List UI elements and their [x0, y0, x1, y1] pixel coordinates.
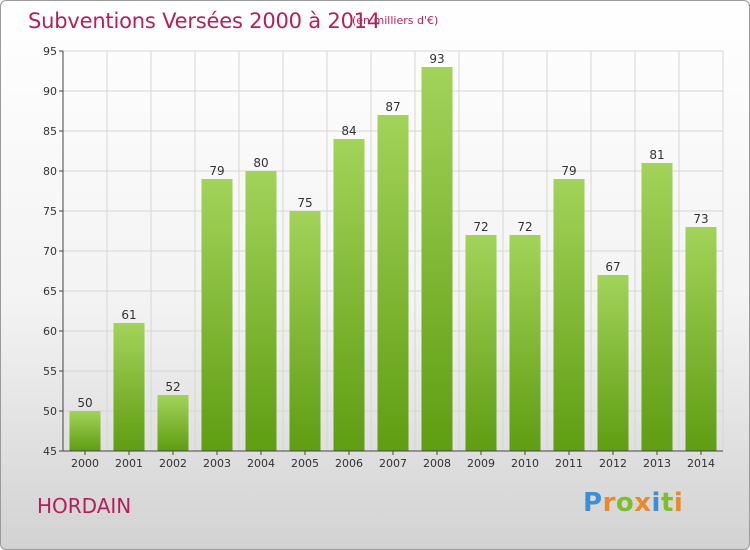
axes [59, 50, 723, 455]
bar [245, 171, 277, 451]
x-tick-label: 2011 [555, 457, 583, 470]
proxiti-logo[interactable]: Proxiti [583, 488, 683, 518]
y-tick-label: 60 [43, 325, 57, 338]
bar-value-label: 73 [693, 212, 708, 226]
bar-value-label: 79 [561, 164, 576, 178]
x-tick-label: 2007 [379, 457, 407, 470]
y-tick-label: 65 [43, 285, 57, 298]
x-tick-label: 2001 [115, 457, 143, 470]
logo-letter: o [615, 488, 635, 518]
x-tick-label: 2010 [511, 457, 539, 470]
y-tick-label: 90 [43, 85, 57, 98]
bar [289, 211, 321, 451]
bar-value-label: 84 [341, 124, 356, 138]
y-tick-label: 75 [43, 205, 57, 218]
bar-value-label: 67 [605, 260, 620, 274]
logo-letter: t [660, 488, 674, 518]
bar [377, 115, 409, 451]
y-tick-label: 45 [43, 445, 57, 458]
unit-note: (en milliers d'€) [352, 14, 439, 27]
logo-letter: i [673, 488, 684, 518]
x-tick-label: 2003 [203, 457, 231, 470]
labels: 45 50 55 60 65 70 75 80 85 90 95 50 2000 61 2001 52 2002… [43, 45, 715, 470]
y-tick-label: 95 [43, 45, 57, 58]
x-tick-label: 2000 [71, 457, 99, 470]
logo-letter: P [583, 488, 603, 518]
bar-value-label: 72 [517, 220, 532, 234]
bar-value-label: 79 [209, 164, 224, 178]
x-tick-label: 2006 [335, 457, 363, 470]
logo-letter: i [651, 488, 661, 518]
y-tick-label: 55 [43, 365, 57, 378]
bar-value-label: 80 [253, 156, 268, 170]
bar-value-label: 52 [165, 380, 180, 394]
y-tick-label: 50 [43, 405, 57, 418]
x-tick-label: 2002 [159, 457, 187, 470]
x-tick-label: 2008 [423, 457, 451, 470]
bar [641, 163, 673, 451]
bar-value-label: 50 [77, 396, 92, 410]
x-tick-label: 2005 [291, 457, 319, 470]
bar-value-label: 87 [385, 100, 400, 114]
bar [201, 179, 233, 451]
bar [685, 227, 717, 451]
bar-value-label: 75 [297, 196, 312, 210]
bar-value-label: 61 [121, 308, 136, 322]
x-tick-label: 2009 [467, 457, 495, 470]
bars [69, 67, 717, 451]
bar [597, 275, 629, 451]
x-tick-label: 2004 [247, 457, 275, 470]
bar-value-label: 93 [429, 52, 444, 66]
bar-value-label: 81 [649, 148, 664, 162]
bar [333, 139, 365, 451]
bar [113, 323, 145, 451]
x-tick-label: 2012 [599, 457, 627, 470]
bar-value-label: 72 [473, 220, 488, 234]
chart-title: Subventions Versées 2000 à 2014 [28, 9, 381, 33]
y-tick-label: 85 [43, 125, 57, 138]
bar [553, 179, 585, 451]
logo-letter: r [602, 488, 616, 518]
y-tick-label: 70 [43, 245, 57, 258]
bar [157, 395, 189, 451]
bar [421, 67, 453, 451]
x-tick-label: 2013 [643, 457, 671, 470]
x-tick-label: 2014 [687, 457, 715, 470]
logo-letter: x [634, 488, 652, 518]
commune-name: HORDAIN [37, 494, 132, 518]
bar [509, 235, 541, 451]
bar [69, 411, 101, 451]
bar [465, 235, 497, 451]
y-tick-label: 80 [43, 165, 57, 178]
